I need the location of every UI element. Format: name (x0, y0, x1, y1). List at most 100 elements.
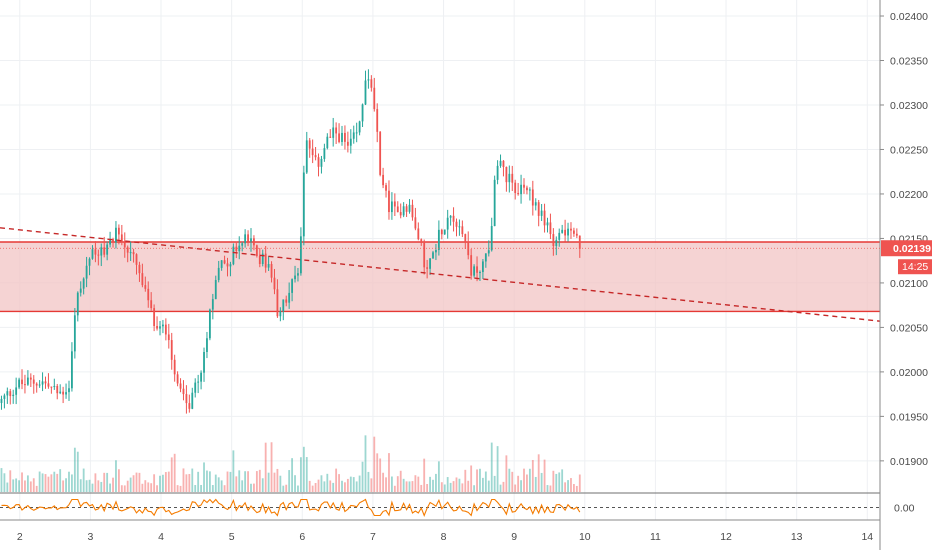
candle-body (546, 222, 549, 226)
volume-bars (0, 435, 581, 492)
candle-body (282, 299, 285, 312)
volume-bar (126, 480, 129, 492)
candle-body (399, 212, 402, 216)
volume-bar (476, 469, 478, 492)
trend-line-dashed[interactable] (0, 227, 881, 322)
candle-body (352, 132, 355, 139)
candle-body (473, 266, 476, 276)
volume-bar (552, 470, 555, 492)
volume-bar (82, 468, 85, 492)
volume-bar (220, 480, 223, 492)
candle-body (297, 273, 299, 276)
candle-body (62, 391, 65, 395)
candle-body (253, 238, 255, 246)
candle-body (24, 384, 26, 386)
volume-bar (570, 478, 572, 492)
volume-bar (76, 451, 79, 492)
candles (0, 69, 581, 414)
candle-body (244, 234, 247, 244)
time-axis[interactable]: 2 3 4 5 6 7 8 9 10 11 12 13 14 (0, 519, 880, 543)
candle-body (461, 226, 464, 235)
candle-body (9, 391, 12, 397)
volume-bar (352, 477, 355, 492)
volume-bar (484, 471, 487, 492)
candle-body (417, 228, 420, 240)
candle-body (575, 233, 578, 236)
volume-bar (426, 484, 429, 492)
time-tick-label: 13 (791, 531, 803, 543)
volume-bar (294, 475, 296, 492)
oscillator-tick-label: 0.00 (894, 503, 915, 515)
volume-bar (18, 480, 20, 492)
volume-bar (349, 476, 352, 492)
candle-body (241, 243, 244, 246)
candle-body (109, 239, 111, 245)
volume-bar (417, 476, 420, 492)
volume-bar (299, 457, 302, 492)
candle-body (452, 215, 455, 222)
volume-bar (135, 472, 138, 492)
volume-bar (291, 458, 294, 492)
candle-body (373, 87, 376, 110)
volume-bar (208, 471, 211, 492)
volume-bar (203, 462, 205, 492)
candle-body (326, 136, 329, 149)
trend-line[interactable] (0, 227, 881, 322)
countdown-label: 14:25 (902, 261, 928, 273)
candle-body (132, 252, 135, 255)
volume-bar (9, 470, 12, 492)
volume-bar (305, 457, 308, 492)
candle-body (191, 392, 194, 409)
price-tick-label: 0.02350 (890, 55, 928, 67)
volume-bar (112, 477, 114, 492)
volume-bar (528, 468, 531, 492)
volume-bar (279, 475, 282, 492)
time-tick-label: 2 (17, 531, 23, 543)
candle-body (364, 80, 367, 105)
volume-bar (264, 442, 267, 492)
support-zone[interactable] (0, 241, 880, 313)
candle-body (502, 160, 505, 167)
volume-bar (423, 458, 426, 492)
volume-bar (373, 436, 376, 492)
volume-bar (132, 475, 135, 492)
candle-body (47, 383, 50, 387)
time-tick-label: 6 (299, 531, 305, 543)
time-tick-label: 12 (720, 531, 732, 543)
volume-bar (546, 485, 549, 492)
price-tick-label: 0.01950 (890, 411, 928, 423)
volume-bar (226, 471, 229, 492)
candle-body (159, 326, 161, 329)
candle-body (232, 246, 235, 265)
volume-bar (91, 483, 94, 492)
volume-bar (320, 475, 323, 492)
volume-bar (21, 472, 23, 492)
candle-body (338, 133, 340, 142)
candle-body (279, 311, 282, 317)
candle-body (564, 229, 567, 236)
price-tick-label: 0.02050 (890, 322, 928, 334)
candle-body (341, 132, 343, 142)
volume-bar (144, 480, 147, 492)
price-tick-label: 0.01900 (890, 456, 928, 468)
volume-bar (405, 481, 408, 492)
candle-body (414, 217, 417, 229)
time-tick-label: 8 (441, 531, 447, 543)
candle-body (147, 288, 150, 301)
candle-body (355, 132, 358, 134)
candle-body (531, 189, 534, 206)
volume-bar (358, 475, 361, 492)
volume-bar (338, 474, 340, 492)
volume-bar (487, 480, 490, 492)
volume-bar (420, 484, 423, 492)
volume-bar (493, 475, 496, 492)
candle-body (235, 246, 238, 252)
volume-bar (408, 481, 411, 492)
candle-body (285, 299, 288, 303)
volume-bar (379, 458, 382, 492)
volume-bar (355, 481, 358, 492)
candle-body (490, 226, 493, 251)
